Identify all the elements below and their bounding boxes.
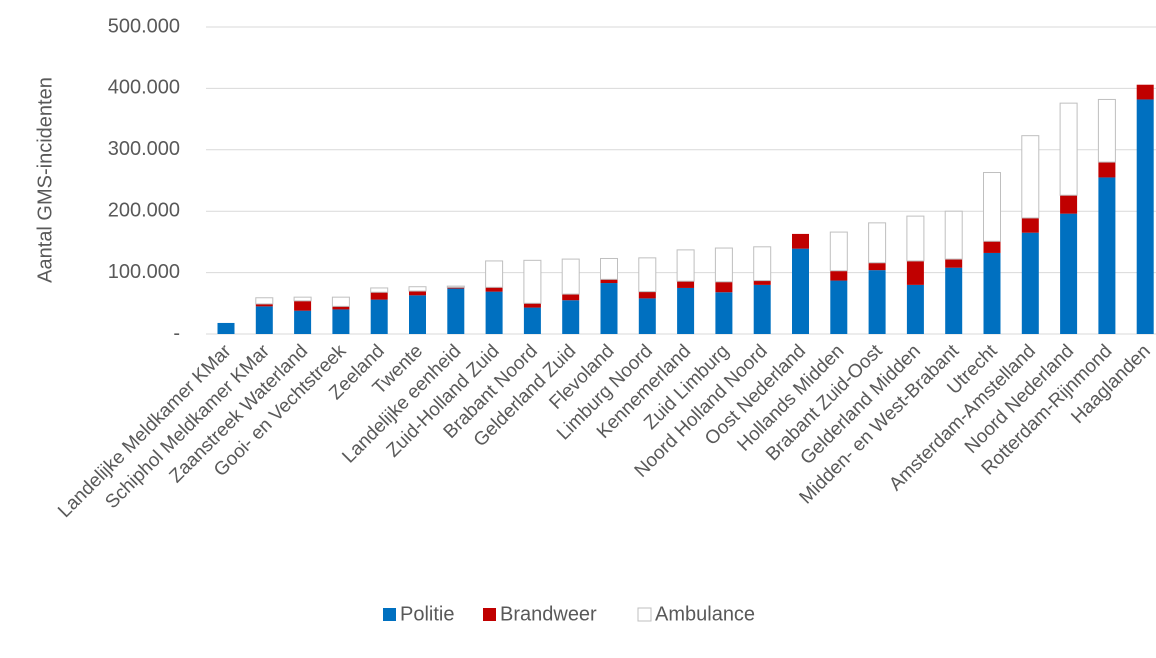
y-tick-label: -	[173, 322, 180, 344]
bar-politie	[332, 309, 350, 334]
bar-ambulance	[255, 297, 274, 305]
bar-brandweer	[485, 287, 503, 292]
bar-brandweer	[523, 303, 541, 308]
bar-brandweer	[1060, 195, 1078, 214]
bar-ambulance	[293, 296, 312, 302]
bar-ambulance	[753, 246, 772, 282]
bar-politie	[715, 292, 733, 334]
legend-label-politie: Politie	[400, 603, 454, 625]
bar-politie	[523, 307, 541, 334]
bar-ambulance	[714, 247, 733, 283]
legend-swatch-politie	[383, 608, 396, 621]
bar-politie	[409, 295, 426, 334]
y-tick-label: 300.000	[108, 138, 180, 160]
bar-brandweer	[677, 281, 695, 288]
bar-brandweer	[332, 306, 350, 310]
bar-ambulance	[676, 249, 695, 282]
y-tick-label: 400.000	[108, 77, 180, 99]
legend-swatch-brandweer	[483, 608, 496, 621]
bar-ambulance	[408, 286, 427, 292]
bar-brandweer	[294, 300, 312, 311]
legend-swatch-ambulance	[637, 607, 652, 622]
bar-brandweer	[753, 280, 771, 285]
bar-politie	[217, 322, 235, 334]
bar-ambulance	[600, 257, 618, 280]
bar-ambulance	[868, 222, 887, 264]
bar-brandweer	[1021, 217, 1039, 233]
bar-brandweer	[906, 260, 924, 285]
bar-ambulance	[446, 285, 465, 288]
y-tick-label: 200.000	[108, 199, 180, 221]
bar-politie	[830, 280, 848, 334]
bar-brandweer	[830, 270, 848, 281]
y-tick-label: 100.000	[108, 261, 180, 283]
bar-politie	[1098, 177, 1116, 334]
bar-politie	[868, 270, 886, 334]
bar-politie	[294, 310, 312, 334]
bar-ambulance	[638, 257, 657, 293]
bar-brandweer	[792, 233, 809, 249]
bar-ambulance	[1059, 102, 1078, 196]
bar-brandweer	[983, 241, 1001, 253]
y-axis-label: Aantal GMS-incidenten	[34, 77, 56, 283]
bar-ambulance	[370, 287, 389, 293]
bar-ambulance	[523, 259, 542, 304]
bar-politie	[638, 298, 656, 334]
bar-ambulance	[906, 215, 925, 262]
bar-brandweer	[638, 291, 656, 299]
bar-ambulance	[944, 210, 963, 260]
bar-politie	[1021, 232, 1039, 334]
legend: Politie Brandweer Ambulance	[383, 603, 755, 625]
bar-brandweer	[1098, 162, 1116, 178]
bar-politie	[370, 299, 388, 334]
bar-politie	[792, 248, 809, 334]
bar-politie	[447, 288, 465, 334]
bar-brandweer	[370, 292, 388, 300]
bar-brandweer	[715, 281, 733, 293]
bar-brandweer	[447, 287, 465, 289]
bar-politie	[485, 291, 503, 334]
bar-brandweer	[1136, 84, 1154, 100]
bar-brandweer	[255, 303, 273, 307]
bar-politie	[945, 267, 963, 334]
bar-brandweer	[600, 279, 618, 284]
bar-brandweer	[562, 294, 580, 301]
bar-ambulance	[331, 296, 350, 307]
bar-politie	[906, 284, 924, 334]
bar-politie	[562, 300, 580, 334]
bar-ambulance	[561, 258, 580, 295]
bar-politie	[255, 306, 273, 334]
bar-politie	[1136, 99, 1154, 335]
bars	[217, 84, 1154, 335]
y-tick-labels: - 100.000 200.000 300.000 400.000 500.000	[108, 15, 180, 344]
y-tick-label: 500.000	[108, 15, 180, 37]
bar-brandweer	[409, 291, 426, 296]
bar-brandweer	[868, 262, 886, 271]
bar-ambulance	[829, 231, 848, 272]
bar-politie	[677, 287, 695, 334]
bar-ambulance	[1021, 135, 1040, 219]
bar-politie	[600, 283, 618, 334]
bar-politie	[753, 284, 771, 334]
bar-politie	[983, 252, 1001, 334]
bar-ambulance	[485, 260, 504, 288]
bar-ambulance	[983, 172, 1001, 242]
bar-brandweer	[945, 259, 963, 268]
bar-ambulance	[1097, 98, 1116, 163]
bar-politie	[1060, 213, 1078, 334]
legend-label-brandweer: Brandweer	[500, 603, 597, 625]
legend-label-ambulance: Ambulance	[655, 603, 755, 625]
